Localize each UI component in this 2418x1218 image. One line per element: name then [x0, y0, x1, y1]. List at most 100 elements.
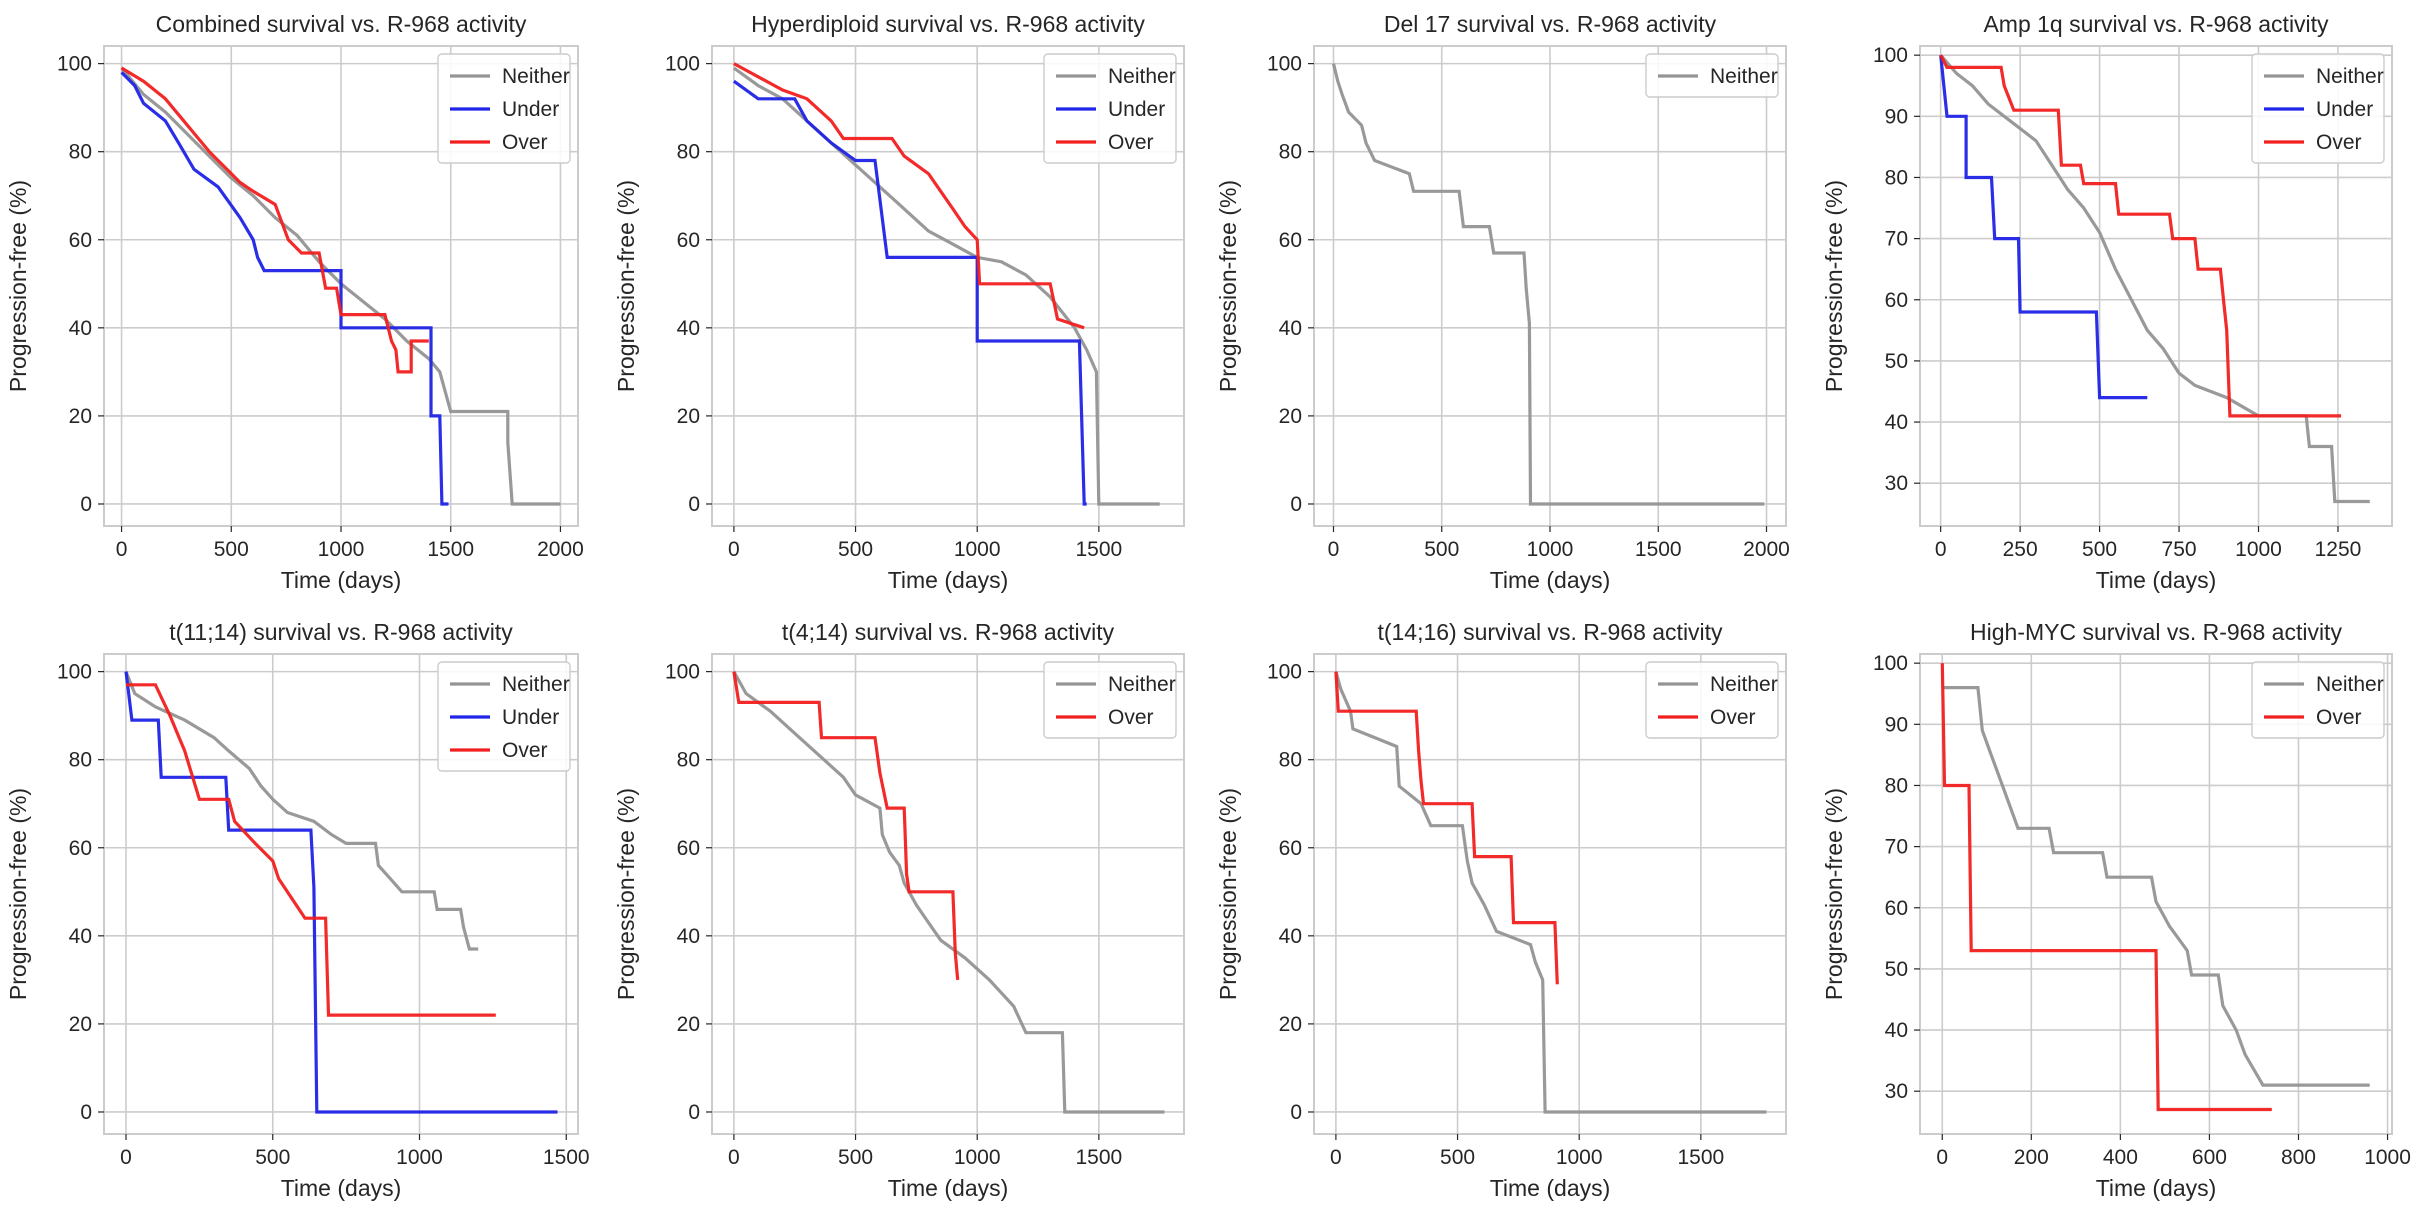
y-tick-label: 70 [1885, 836, 1908, 859]
legend-label: Neither [1710, 673, 1778, 696]
y-tick-label: 40 [1885, 411, 1908, 434]
y-tick-label: 0 [688, 1101, 700, 1124]
y-tick-label: 80 [1885, 166, 1908, 189]
legend-label: Over [1108, 706, 1154, 729]
x-tick-label: 1500 [1075, 538, 1122, 561]
y-tick-label: 80 [677, 749, 700, 772]
x-tick-label: 500 [838, 538, 873, 561]
y-axis-label: Progression-free (%) [613, 788, 639, 1000]
legend-box [437, 53, 571, 164]
y-tick-label: 90 [1885, 713, 1908, 736]
y-axis-label: Progression-free (%) [1821, 788, 1847, 1000]
series-line-under [1939, 55, 2148, 400]
plot-frame [1919, 45, 2393, 527]
x-axis-label: Time (days) [1490, 1175, 1611, 1201]
y-tick-label: 80 [1279, 749, 1302, 772]
series-line-over [120, 66, 429, 374]
y-tick-label: 20 [1279, 1013, 1302, 1036]
x-tick-label: 200 [2014, 1146, 2049, 1169]
x-tick-label: 400 [2103, 1146, 2138, 1169]
x-tick-label: 1000 [318, 538, 365, 561]
x-tick-label: 1250 [2315, 538, 2362, 561]
plot-frame [1313, 653, 1787, 1135]
series-line-neither [1942, 686, 2370, 1087]
legend-box [2251, 661, 2385, 739]
x-tick-label: 0 [728, 538, 740, 561]
x-axis-label: Time (days) [1490, 567, 1611, 593]
legend-box [1043, 661, 1177, 739]
chart-title: High-MYC survival vs. R-968 activity [1970, 619, 2342, 645]
y-tick-label: 80 [69, 749, 92, 772]
x-axis-label: Time (days) [888, 1175, 1009, 1201]
y-axis-label: Progression-free (%) [613, 180, 639, 392]
panel-4: 0 250 500 750 1000 1250 30 40 50 60 70 80 90 100 Amp 1… [1821, 11, 2393, 593]
chart-title: t(11;14) survival vs. R-968 activity [169, 619, 513, 645]
legend-box [2251, 53, 2385, 164]
legend-label: Over [502, 131, 548, 154]
legend-label: Neither [2316, 673, 2384, 696]
x-tick-label: 0 [1328, 538, 1340, 561]
series-line-neither [124, 671, 479, 951]
y-tick-label: 40 [677, 317, 700, 340]
y-tick-label: 20 [677, 405, 700, 428]
legend-label: Neither [2316, 65, 2384, 88]
y-tick-label: 60 [1885, 289, 1908, 312]
y-tick-label: 100 [665, 53, 700, 76]
x-tick-label: 2000 [537, 538, 584, 561]
legend: Neither Over [1645, 661, 1779, 739]
x-axis-label: Time (days) [2096, 567, 2217, 593]
legend-box [437, 661, 571, 772]
x-tick-label: 500 [255, 1146, 290, 1169]
y-tick-label: 100 [665, 661, 700, 684]
y-tick-label: 0 [1290, 1101, 1302, 1124]
y-tick-label: 60 [1279, 837, 1302, 860]
x-tick-label: 500 [838, 1146, 873, 1169]
legend: Neither [1645, 53, 1779, 98]
y-tick-label: 50 [1885, 350, 1908, 373]
series-line-over [733, 62, 1085, 330]
y-tick-label: 40 [1885, 1019, 1908, 1042]
x-tick-label: 1000 [2364, 1146, 2411, 1169]
x-tick-label: 1000 [396, 1146, 443, 1169]
legend-label: Over [2316, 131, 2362, 154]
y-tick-label: 80 [1279, 141, 1302, 164]
x-tick-label: 1000 [2235, 538, 2282, 561]
y-axis-label: Progression-free (%) [5, 180, 31, 392]
series-line-under [124, 671, 558, 1114]
x-tick-label: 800 [2281, 1146, 2316, 1169]
series-line-under [120, 71, 449, 506]
x-tick-label: 1000 [954, 1146, 1001, 1169]
panel-6: 0 500 1000 1500 0 20 40 60 80 100 t(4;14) survival… [613, 619, 1185, 1201]
series-line-neither [1334, 671, 1767, 1114]
legend-box [1043, 53, 1177, 164]
x-tick-label: 1000 [954, 538, 1001, 561]
x-tick-label: 0 [1935, 538, 1947, 561]
x-tick-label: 500 [214, 538, 249, 561]
legend-label: Neither [1710, 65, 1778, 88]
series-line-over [732, 671, 960, 981]
chart-title: t(4;14) survival vs. R-968 activity [782, 619, 1115, 645]
legend-box [1645, 53, 1779, 98]
y-tick-label: 100 [57, 53, 92, 76]
y-tick-label: 60 [1279, 229, 1302, 252]
legend-label: Over [1108, 131, 1154, 154]
legend-label: Under [502, 98, 559, 121]
x-tick-label: 2000 [1743, 538, 1790, 561]
legend-label: Neither [1108, 65, 1176, 88]
series-line-neither [1939, 54, 2370, 504]
x-tick-label: 1000 [1527, 538, 1574, 561]
y-tick-label: 30 [1885, 1080, 1908, 1103]
legend-label: Neither [1108, 673, 1176, 696]
legend: Neither Under Over [1043, 53, 1177, 164]
series-line-over [1334, 671, 1559, 985]
panel-2: 0 500 1000 1500 0 20 40 60 80 100 Hyperdiploid sur… [613, 11, 1185, 593]
x-tick-label: 500 [1424, 538, 1459, 561]
x-tick-label: 1500 [543, 1146, 590, 1169]
y-tick-label: 50 [1885, 958, 1908, 981]
x-tick-label: 1000 [1556, 1146, 1603, 1169]
panel-5: 0 500 1000 1500 0 20 40 60 80 100 t(11;14) surviva… [5, 619, 590, 1201]
panel-7: 0 500 1000 1500 0 20 40 60 80 100 t(14;16) surviva… [1215, 619, 1787, 1201]
panel-8: 0 200 400 600 800 1000 30 40 50 60 70 80 90 100 High-M… [1821, 619, 2411, 1201]
y-tick-label: 40 [677, 925, 700, 948]
